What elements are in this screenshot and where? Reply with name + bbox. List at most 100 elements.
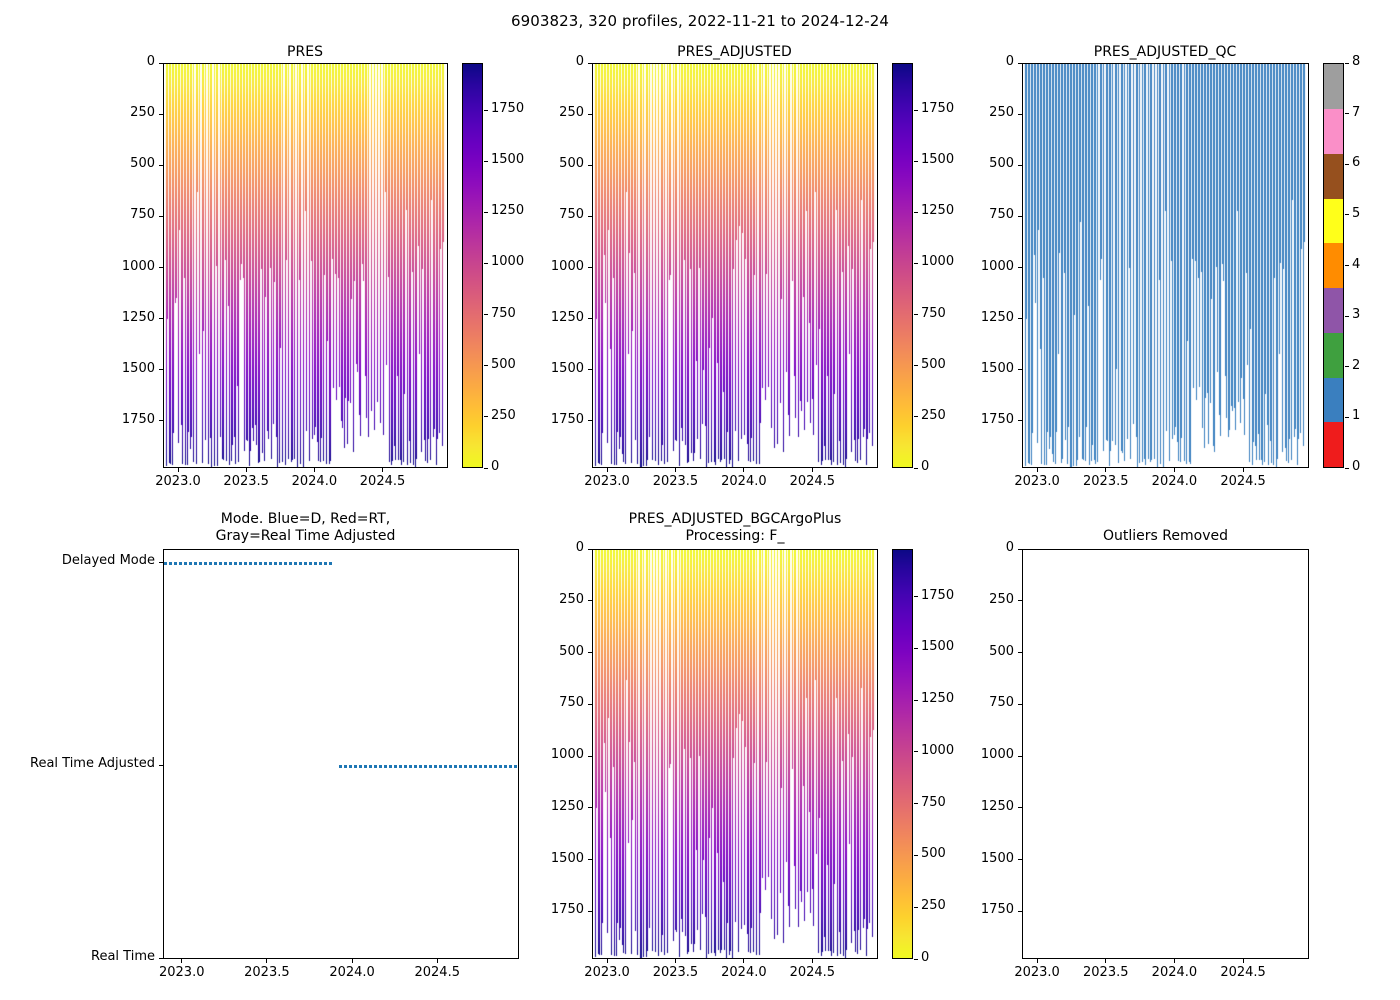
panel-mode[interactable] xyxy=(163,549,519,959)
pres-xtick-label-3: 2024.5 xyxy=(359,474,406,489)
pres_adjusted_qc-xtick-label-2: 2024.0 xyxy=(1151,474,1198,489)
pres_adjusted-ytick-label-1: 250 xyxy=(559,105,584,121)
pres_adjusted_bgcargoplus-ytick-mark-7 xyxy=(588,910,592,912)
pres_adjusted_bgcargoplus-ytick-mark-0 xyxy=(588,548,592,550)
pres_adjusted-cbtick-mark-4 xyxy=(914,262,918,264)
pres_adjusted_bgcargoplus-xtick-label-3: 2024.5 xyxy=(789,965,836,980)
pres_adjusted_qc-xtick-label-3: 2024.5 xyxy=(1220,474,1266,489)
pres_adjusted_qc-ytick-mark-2 xyxy=(1018,164,1022,166)
pres-cbtick-mark-7 xyxy=(484,109,488,111)
panel-pres[interactable] xyxy=(163,63,448,468)
pres-cbtick-mark-2 xyxy=(484,365,488,367)
pres_adjusted_qc-cbtick-label-1: 1 xyxy=(1352,408,1361,424)
outliers_removed-ytick-mark-5 xyxy=(1018,807,1022,809)
pres-cbtick-label-1: 250 xyxy=(491,407,516,423)
pres_adjusted_qc-ytick-mark-5 xyxy=(1018,318,1022,320)
pres_adjusted-xtick-mark-3 xyxy=(811,468,813,472)
pres_adjusted-cbtick-label-7: 1750 xyxy=(921,101,955,117)
colorbar-pres-adjusted[interactable] xyxy=(892,63,913,468)
pres_adjusted-xtick-label-2: 2024.0 xyxy=(721,474,767,489)
pres_adjusted_bgcargoplus-ytick-label-0: 0 xyxy=(575,540,584,555)
outliers_removed-ytick-label-4: 1000 xyxy=(980,747,1014,763)
pres_adjusted_bgcargoplus-cbtick-label-7: 1750 xyxy=(921,587,955,603)
panel-outliers-removed[interactable] xyxy=(1022,549,1309,959)
panel-bgcargoplus[interactable] xyxy=(592,549,878,959)
outliers_removed-xtick-mark-0 xyxy=(1036,959,1038,963)
pres-profile-canvas xyxy=(164,64,447,467)
pres-ytick-mark-1 xyxy=(159,113,163,115)
pres_adjusted_qc-cbtick-mark-4 xyxy=(1345,265,1349,266)
outliers_removed-xtick-mark-1 xyxy=(1105,959,1107,963)
pres-cbtick-label-0: 0 xyxy=(491,459,500,474)
mode-xtick-mark-3 xyxy=(436,959,438,963)
colorbar-pres[interactable] xyxy=(462,63,483,468)
panel-pres-adjusted[interactable] xyxy=(592,63,878,468)
pres-xtick-label-1: 2023.5 xyxy=(223,474,269,489)
pres-ytick-mark-3 xyxy=(159,215,163,217)
pres_adjusted_bgcargoplus-cbtick-mark-3 xyxy=(914,803,918,805)
pres_adjusted-cbtick-label-6: 1500 xyxy=(921,152,955,168)
colorbar-qc[interactable] xyxy=(1323,63,1344,468)
pres_adjusted-ytick-mark-7 xyxy=(588,420,592,422)
pres-adjusted-profile-canvas xyxy=(593,64,877,467)
pres_adjusted-cbtick-mark-1 xyxy=(914,416,918,418)
colorbar-bgcargoplus[interactable] xyxy=(892,549,913,959)
pres_adjusted_qc-cbtick-label-6: 6 xyxy=(1352,155,1361,171)
pres_adjusted-xtick-mark-2 xyxy=(743,468,745,472)
pres_adjusted_bgcargoplus-cbtick-mark-4 xyxy=(914,751,918,753)
pres_adjusted_qc-ytick-label-5: 1250 xyxy=(980,309,1014,325)
mode-ytick-mark-0 xyxy=(159,561,163,563)
pres-xtick-mark-0 xyxy=(177,468,179,472)
pres_adjusted-cbtick-mark-7 xyxy=(914,109,918,111)
pres_adjusted_qc-cbtick-mark-3 xyxy=(1345,315,1349,317)
pres_adjusted-xtick-label-3: 2024.5 xyxy=(789,474,836,489)
outliers_removed-xtick-label-3: 2024.5 xyxy=(1220,965,1266,980)
pres_adjusted-cbtick-mark-2 xyxy=(914,365,918,367)
pres_adjusted-ytick-label-2: 500 xyxy=(559,156,584,172)
pres_adjusted_qc-cbtick-mark-0 xyxy=(1345,467,1349,469)
pres_adjusted_qc-xtick-mark-0 xyxy=(1036,468,1038,472)
pres_adjusted_bgcargoplus-ytick-label-4: 1000 xyxy=(550,747,584,763)
pres_adjusted_bgcargoplus-ytick-mark-1 xyxy=(588,600,592,602)
pres_adjusted_qc-xtick-mark-1 xyxy=(1105,468,1107,472)
pres_adjusted-xtick-label-0: 2023.0 xyxy=(584,474,630,489)
pres_adjusted_qc-ytick-label-3: 750 xyxy=(989,207,1014,223)
pres-ytick-label-0: 0 xyxy=(146,54,155,69)
mode-xtick-mark-2 xyxy=(351,959,353,963)
mode-ytick-label-1: Real Time Adjusted xyxy=(30,756,155,771)
pres_adjusted-ytick-mark-3 xyxy=(588,215,592,217)
pres-ytick-mark-5 xyxy=(159,318,163,320)
pres-cbtick-mark-1 xyxy=(484,416,488,418)
pres-cbtick-label-7: 1750 xyxy=(491,101,525,117)
pres_adjusted_qc-xtick-label-0: 2023.0 xyxy=(1014,474,1060,489)
pres-ytick-label-4: 1000 xyxy=(121,258,155,274)
figure-suptitle: 6903823, 320 profiles, 2022-11-21 to 202… xyxy=(510,12,890,30)
pres_adjusted_qc-cbtick-label-7: 7 xyxy=(1352,104,1361,120)
outliers_removed-xtick-mark-2 xyxy=(1173,959,1175,963)
pres_adjusted-ytick-label-5: 1250 xyxy=(550,309,584,325)
pres_adjusted_qc-cbtick-label-2: 2 xyxy=(1352,357,1361,373)
pres-cbtick-mark-3 xyxy=(484,314,488,316)
pres_adjusted-ytick-mark-6 xyxy=(588,369,592,371)
pres_adjusted-cbtick-mark-3 xyxy=(914,314,918,316)
pres_adjusted_qc-ytick-mark-7 xyxy=(1018,420,1022,422)
pres-cbtick-label-4: 1000 xyxy=(491,254,525,270)
panel-pres-adjusted-qc[interactable] xyxy=(1022,63,1309,468)
pres_adjusted_qc-cbtick-mark-5 xyxy=(1345,214,1349,216)
pres_adjusted_qc-xtick-label-1: 2023.5 xyxy=(1083,474,1129,489)
pres_adjusted-cbtick-mark-5 xyxy=(914,211,918,213)
outliers_removed-ytick-label-2: 500 xyxy=(989,643,1014,659)
outliers_removed-ytick-label-0: 0 xyxy=(1005,540,1014,555)
pres_adjusted-ytick-mark-2 xyxy=(588,164,592,166)
pres-ytick-label-1: 250 xyxy=(130,105,155,121)
pres-cbtick-mark-0 xyxy=(484,467,488,469)
mode-ytick-label-2: Real Time xyxy=(91,949,155,964)
pres-ytick-mark-6 xyxy=(159,369,163,371)
pres_adjusted-ytick-label-7: 1750 xyxy=(550,411,584,427)
mode-series-delayed xyxy=(164,562,335,565)
pres_adjusted_qc-cbtick-label-4: 4 xyxy=(1352,256,1361,272)
pres_adjusted-cbtick-label-2: 500 xyxy=(921,356,946,372)
pres_adjusted-xtick-label-1: 2023.5 xyxy=(652,474,699,489)
outliers_removed-ytick-label-6: 1500 xyxy=(980,850,1014,866)
pres_adjusted_bgcargoplus-cbtick-mark-1 xyxy=(914,906,918,908)
